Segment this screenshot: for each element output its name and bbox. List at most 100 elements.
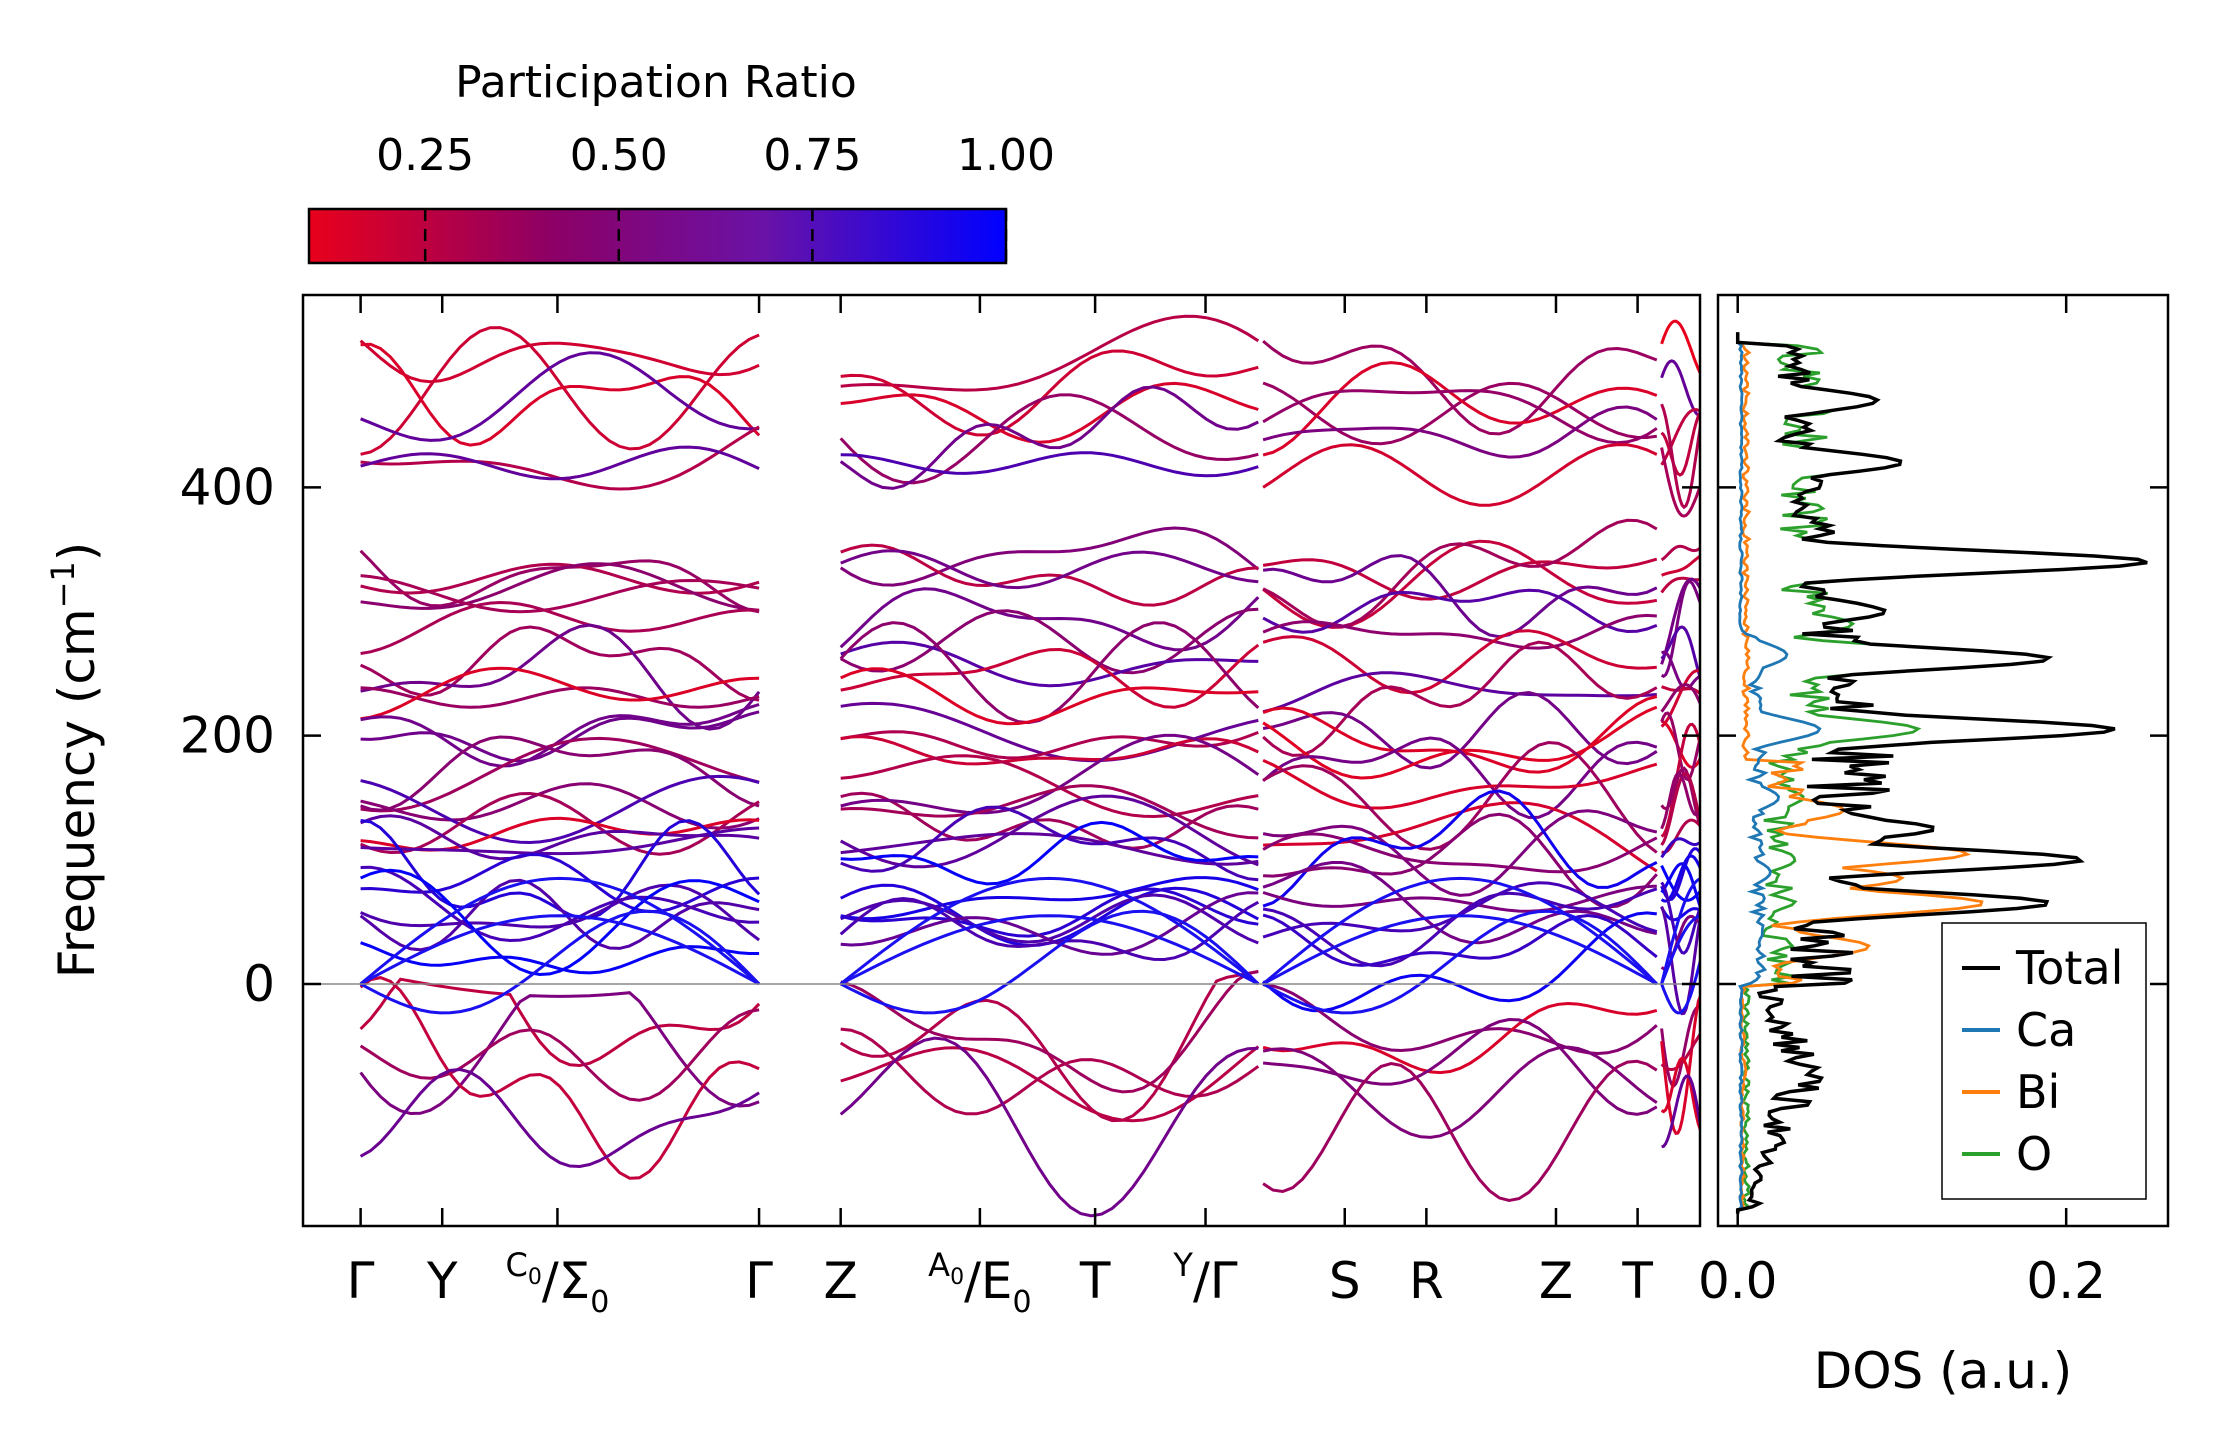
phonon-band <box>1262 629 1657 695</box>
phonon-band <box>1660 544 1700 562</box>
phonon-band <box>1262 887 1658 968</box>
phonon-band <box>360 666 760 721</box>
acoustic-band <box>359 909 761 1015</box>
phonon-band <box>1660 319 1700 376</box>
acoustic-band <box>840 909 1260 1015</box>
dos-ticks: 0.0 0.2 <box>1698 295 2168 1310</box>
phonon-band <box>360 445 760 481</box>
kpoint-label-main: /Σ <box>542 1252 590 1310</box>
band-y-axis-title: Frequency (cm−1) <box>44 542 106 979</box>
colorbar-tick-label: 0.75 <box>763 130 861 181</box>
phonon-band <box>840 643 1260 709</box>
phonon-band <box>840 832 1259 866</box>
acoustic-band <box>1262 909 1658 1015</box>
phonon-band <box>1660 1056 1700 1133</box>
phonon-band <box>1262 588 1658 634</box>
phonon-band <box>360 774 760 845</box>
phonon-band <box>1262 554 1658 639</box>
dos-x-axis-title: DOS (a.u.) <box>1814 1342 2073 1400</box>
phonon-band <box>1660 771 1700 830</box>
colorbar: Participation Ratio 0.25 0.50 0.75 1.00 <box>307 57 1055 265</box>
kpoint-label-main: /E <box>964 1252 1012 1310</box>
legend-label: Total <box>2015 941 2123 995</box>
phonon-band <box>359 991 760 1116</box>
phonon-band <box>360 326 760 456</box>
phonon-band <box>1660 906 1700 922</box>
phonon-band <box>839 607 1259 675</box>
phonon-band <box>360 562 760 612</box>
kpoint-label-prefix-sub: 0 <box>528 1265 542 1290</box>
phonon-band <box>1661 818 1700 855</box>
phonon-band <box>360 574 760 614</box>
phonon-band <box>1660 359 1700 418</box>
phonon-band <box>1660 994 1700 1135</box>
dos-axes-frame <box>1716 293 2170 1228</box>
phonon-band <box>1262 339 1658 436</box>
y-tick-label: 0 <box>243 955 275 1013</box>
phonon-band <box>1262 911 1657 1013</box>
phonon-band <box>360 703 760 768</box>
dos-series-ca <box>1736 332 1822 1214</box>
band-y-axis-title-superscript: −1 <box>44 561 82 608</box>
phonon-band <box>840 451 1259 478</box>
kpoint-label: Y/Γ <box>1172 1246 1237 1310</box>
phonon-band <box>839 794 1259 869</box>
phonon-band <box>360 791 760 856</box>
dos-x-tick-label: 0.0 <box>1698 1252 1778 1310</box>
phonon-band <box>1262 443 1658 507</box>
kpoint-label: Γ <box>347 1252 375 1310</box>
phonon-band <box>1262 1045 1658 1139</box>
phonon-band <box>1660 625 1700 682</box>
band-y-ticks: 0 200 400 <box>180 458 1700 1013</box>
phonon-band <box>360 736 760 813</box>
phonon-band <box>840 784 1259 840</box>
phonon-band <box>1660 408 1700 466</box>
phonon-band <box>359 976 760 1180</box>
phonon-band <box>360 342 761 447</box>
acoustic-band <box>839 876 1260 986</box>
phonon-band <box>360 883 761 942</box>
kpoint-label: R <box>1409 1252 1444 1310</box>
phonon-band <box>1660 847 1700 902</box>
phonon-band <box>360 782 760 830</box>
phonon-band <box>1660 862 1700 912</box>
phonon-band <box>1660 579 1700 679</box>
phonon-band <box>360 826 760 856</box>
phonon-band <box>1660 766 1700 829</box>
acoustic-band <box>359 914 760 986</box>
colorbar-ticks: 0.25 0.50 0.75 1.00 <box>376 130 1055 263</box>
kpoint-label-prefix: Y <box>1172 1246 1193 1284</box>
phonon-band <box>839 587 1260 652</box>
colorbar-tick-label: 0.50 <box>570 130 668 181</box>
phonon-band <box>1262 789 1658 908</box>
phonon-band <box>1660 403 1700 510</box>
phonon-band <box>1660 577 1700 665</box>
phonon-band <box>840 1027 1260 1116</box>
kpoint-label: T <box>1621 1252 1653 1310</box>
phonon-band <box>1262 1001 1658 1075</box>
phonon-band <box>360 735 760 812</box>
phonon-band <box>840 754 1259 819</box>
acoustic-band <box>1660 956 1700 1015</box>
band-lines <box>359 314 1700 1218</box>
phonon-band <box>1262 640 1658 757</box>
phonon-band <box>840 887 1259 938</box>
phonon-band <box>840 805 1259 882</box>
phonon-band <box>840 735 1259 766</box>
phonon-band <box>1262 861 1658 945</box>
phonon-band <box>1262 361 1658 457</box>
phonon-band <box>360 868 760 977</box>
kpoint-label: Γ <box>745 1252 773 1310</box>
phonon-band <box>1262 1017 1658 1116</box>
phonon-band <box>1262 809 1658 897</box>
phonon-band <box>1660 650 1700 691</box>
phonon-band <box>1660 1031 1700 1072</box>
phonon-band <box>840 876 1259 921</box>
acoustic-band <box>359 876 761 986</box>
phonon-band <box>1262 913 1658 967</box>
phonon-band <box>1660 837 1700 859</box>
colorbar-title: Participation Ratio <box>455 57 857 108</box>
phonon-band <box>1262 1059 1658 1203</box>
